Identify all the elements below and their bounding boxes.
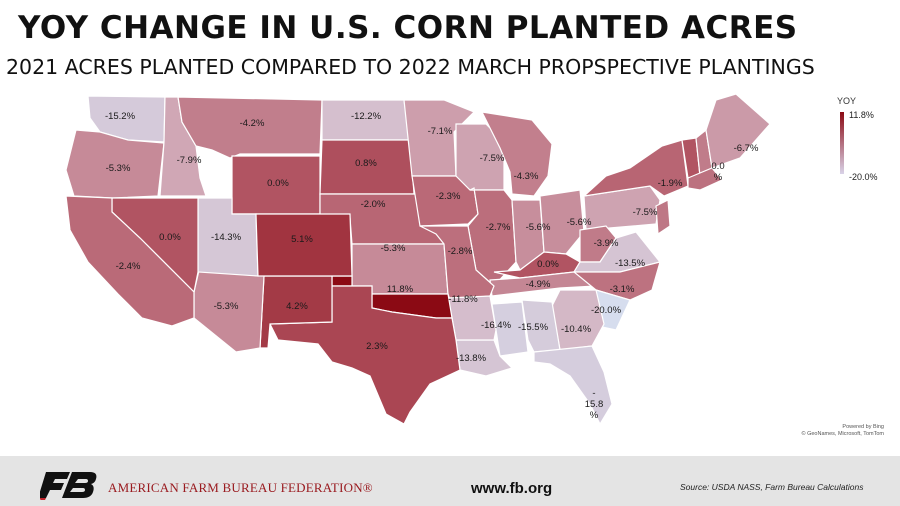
state-label-tx: 2.3% — [366, 341, 388, 352]
state-label-ok: 11.8% — [387, 284, 414, 295]
state-label-me: -6.7% — [734, 143, 759, 154]
state-label-ny: -1.9% — [658, 178, 683, 189]
state-co[interactable] — [255, 213, 353, 277]
state-label-ca: -2.4% — [116, 261, 141, 272]
state-label-az: -5.3% — [214, 301, 239, 312]
state-fl[interactable] — [533, 345, 613, 426]
state-ma[interactable] — [687, 167, 723, 191]
state-label-ms: -16.4% — [481, 320, 512, 331]
state-label-ga: -10.4% — [561, 324, 592, 335]
legend-title: YOY — [837, 96, 857, 106]
state-label-or: -5.3% — [106, 163, 131, 174]
state-label-wa: -15.2% — [105, 111, 136, 122]
state-label-nc: -3.1% — [610, 284, 635, 295]
state-ga[interactable] — [551, 289, 605, 351]
page-title: YOY CHANGE IN U.S. CORN PLANTED ACRES — [18, 10, 798, 46]
state-label-mt: -4.2% — [240, 118, 265, 129]
website-link[interactable]: www.fb.org — [471, 480, 553, 497]
us-choropleth-map: -15.2% -5.3% -7.9% -4.2% -12.2% -7.1% -7.5% -4.… — [65, 93, 771, 426]
organization-name: AMERICAN FARM BUREAU FEDERATION® — [108, 480, 373, 495]
legend-color-bar — [840, 112, 844, 174]
state-label-pa: -7.5% — [633, 207, 658, 218]
state-mt[interactable] — [177, 96, 323, 159]
state-label-ia: -2.3% — [436, 191, 461, 202]
state-label-id: -7.9% — [177, 155, 202, 166]
state-label-mn: -7.1% — [428, 126, 453, 137]
state-label-vt: 0.0% — [711, 161, 724, 183]
state-label-oh: -5.6% — [567, 217, 592, 228]
map-credit-line-2: © GeoNames, Microsoft, TomTom — [801, 431, 885, 437]
state-nj[interactable] — [655, 199, 671, 236]
state-label-tn: -4.9% — [526, 279, 551, 290]
state-label-nv: 0.0% — [159, 232, 181, 243]
page-subtitle: 2021 ACRES PLANTED COMPARED TO 2022 MARC… — [6, 55, 815, 79]
state-label-sc: -20.0% — [591, 305, 622, 316]
state-oh[interactable] — [539, 189, 585, 255]
state-label-va: -13.5% — [615, 258, 646, 269]
state-label-al: -15.5% — [518, 322, 549, 333]
state-label-co: 5.1% — [291, 234, 313, 245]
state-ca[interactable] — [65, 195, 195, 327]
state-label-wy: 0.0% — [267, 178, 289, 189]
state-label-nm: 4.2% — [286, 301, 308, 312]
footer-bar — [0, 456, 900, 506]
state-tx[interactable] — [269, 285, 461, 425]
source-note: Source: USDA NASS, Farm Bureau Calculati… — [680, 482, 864, 492]
state-label-la: -13.8% — [456, 353, 487, 364]
state-label-wv: -3.9% — [594, 238, 619, 249]
state-me[interactable] — [705, 93, 771, 169]
state-label-nd: -12.2% — [351, 111, 382, 122]
state-label-il: -2.7% — [486, 222, 511, 233]
state-label-ut: -14.3% — [211, 232, 242, 243]
legend-min-label: -20.0% — [849, 172, 878, 182]
state-label-ne: -2.0% — [361, 199, 386, 210]
state-label-mo: -2.8% — [448, 246, 473, 257]
state-label-ky: 0.0% — [537, 259, 559, 270]
state-label-wi: -7.5% — [480, 153, 505, 164]
state-or[interactable] — [65, 129, 165, 199]
state-label-fl: -15.8% — [585, 388, 604, 421]
map-credit: Powered by Bing © GeoNames, Microsoft, T… — [802, 424, 885, 438]
map-credit-line-1: Powered by Bing — [842, 424, 884, 430]
state-label-mi: -4.3% — [514, 171, 539, 182]
state-label-in: -5.6% — [526, 222, 551, 233]
state-label-ar: -11.8% — [448, 294, 478, 305]
fb-logo-icon — [40, 472, 97, 500]
state-label-sd: 0.8% — [355, 158, 377, 169]
state-label-ks: -5.3% — [381, 243, 406, 254]
legend-max-label: 11.8% — [849, 110, 874, 120]
state-mi[interactable] — [480, 111, 553, 197]
